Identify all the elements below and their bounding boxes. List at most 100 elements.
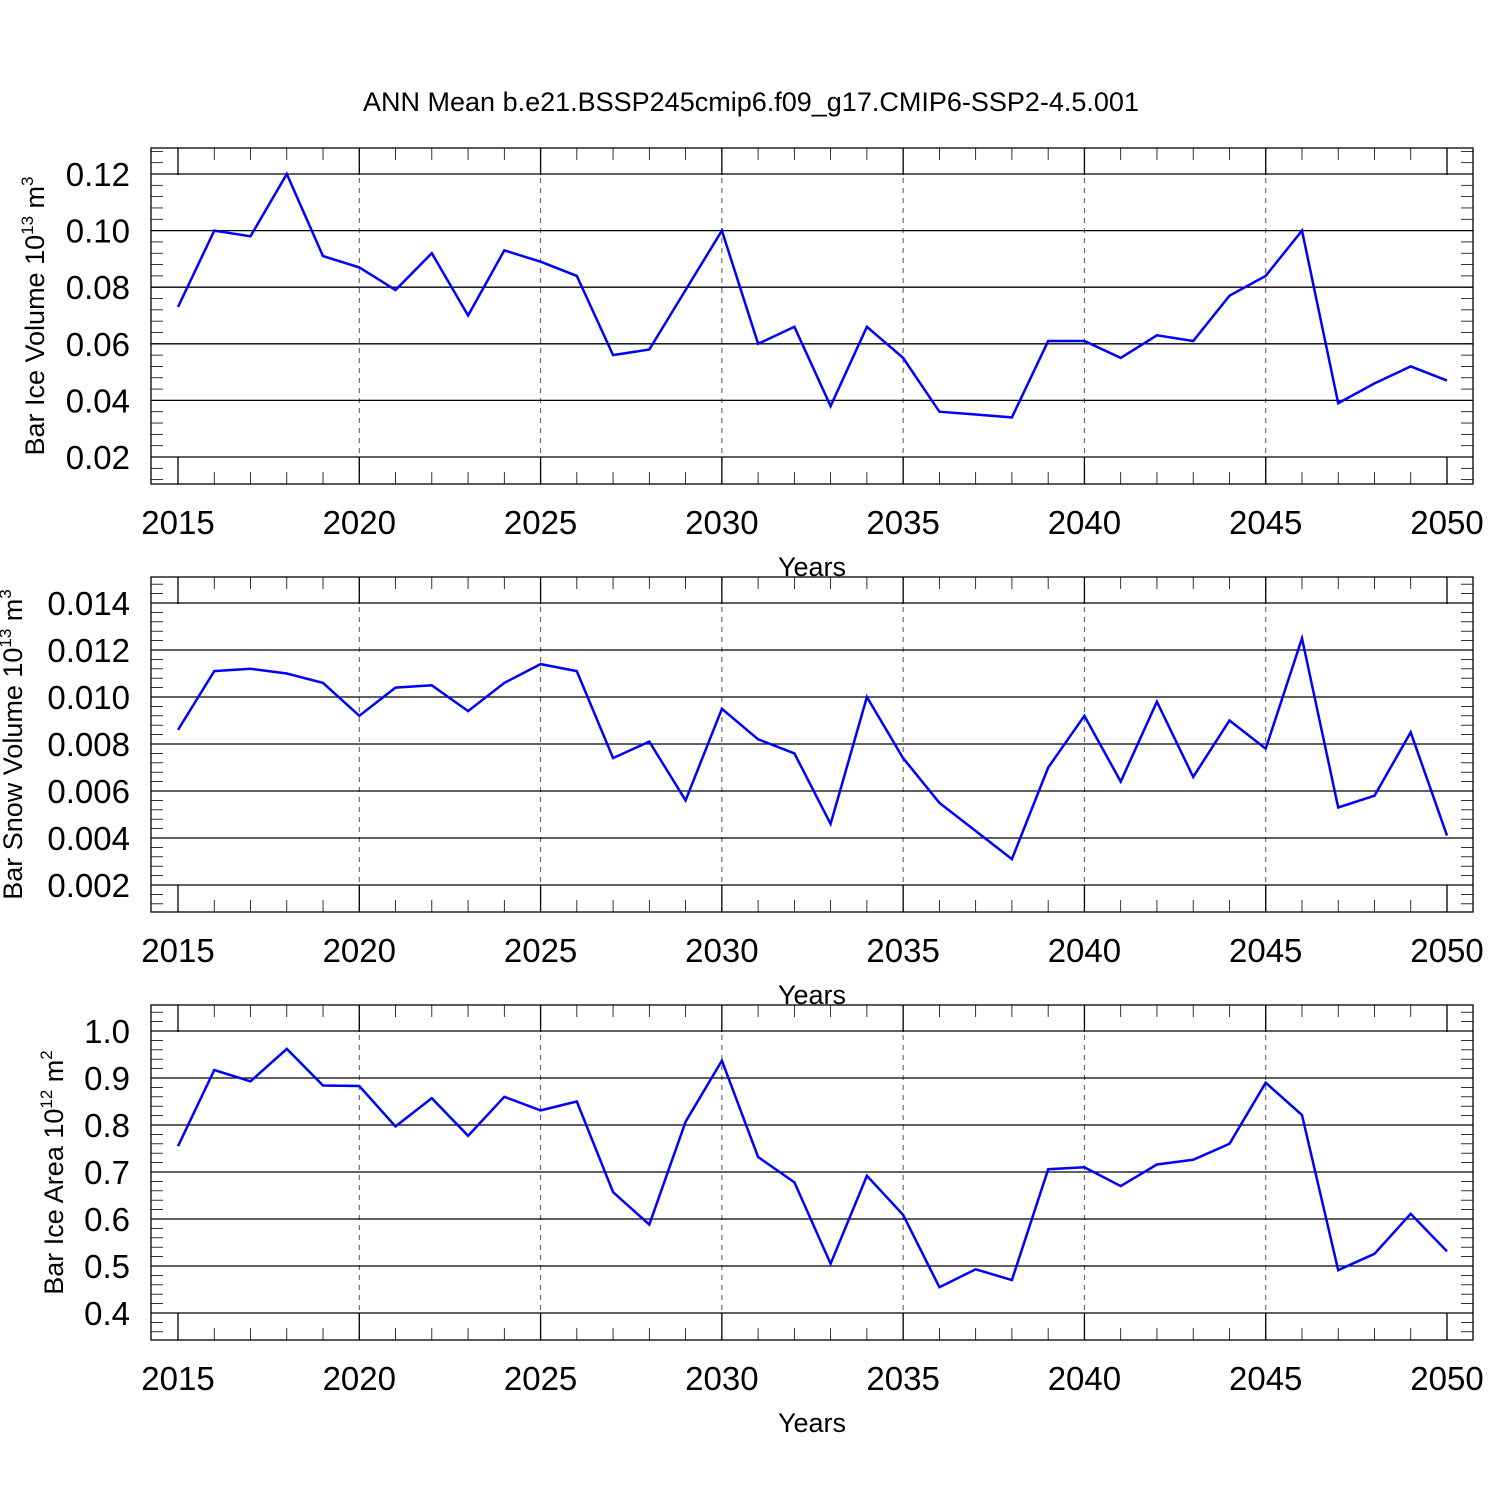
y-tick-label: 0.04 [66, 382, 130, 419]
data-point [212, 1068, 216, 1072]
data-point [1046, 1167, 1050, 1171]
x-tick-label: 2025 [504, 504, 577, 541]
y-tick-label: 0.9 [84, 1060, 130, 1097]
series-line [176, 633, 1449, 862]
data-point [1010, 857, 1014, 861]
x-tick-label: 2050 [1410, 504, 1483, 541]
data-point [1046, 339, 1050, 343]
x-tick-label: 2030 [685, 1360, 758, 1397]
data-point [1119, 1184, 1123, 1188]
data-point [502, 1095, 506, 1099]
data-point [1445, 1249, 1449, 1253]
x-tick-label: 2015 [141, 1360, 214, 1397]
data-point [756, 1155, 760, 1159]
data-point [1336, 1268, 1340, 1272]
chart-panel-1: 0.02 0.04 0.06 0.08 0.10 0.12 2015 2020 2025 2030… [18, 147, 1484, 582]
data-point [1264, 274, 1268, 278]
data-point [937, 1285, 941, 1289]
data-point [1409, 730, 1413, 734]
y-tick-label: 0.014 [47, 585, 130, 622]
y-tick-label: 0.004 [47, 820, 130, 857]
data-point [1227, 294, 1231, 298]
y-tick-label: 0.10 [66, 213, 130, 250]
chart-panel-3: 0.4 0.5 0.6 0.7 0.8 0.9 1.0 2015 2020 2025 2030 203… [37, 1004, 1484, 1438]
x-tick-label: 2040 [1048, 504, 1121, 541]
data-point [430, 251, 434, 255]
data-point [756, 342, 760, 346]
x-tick-label: 2020 [323, 1360, 396, 1397]
x-tick-label: 2020 [323, 932, 396, 969]
data-point [829, 404, 833, 408]
y-tick-label: 0.4 [84, 1295, 130, 1332]
data-point [1191, 1158, 1195, 1162]
data-point [1227, 719, 1231, 723]
data-point [1409, 1212, 1413, 1216]
x-tick-label: 2030 [685, 932, 758, 969]
data-point [937, 801, 941, 805]
data-point [1409, 364, 1413, 368]
data-point [539, 1108, 543, 1112]
data-point [321, 1084, 325, 1088]
data-point [285, 172, 289, 176]
y-tick-label: 0.002 [47, 867, 130, 904]
chart-title: ANN Mean b.e21.BSSP245cmip6.f09_g17.CMIP… [363, 87, 1139, 117]
data-point [792, 325, 796, 329]
data-point [249, 234, 253, 238]
data-point [249, 1079, 253, 1083]
data-point [430, 1096, 434, 1100]
data-point [466, 709, 470, 713]
x-tick-label: 2035 [866, 1360, 939, 1397]
x-tick-label: 2015 [141, 504, 214, 541]
data-point [1336, 805, 1340, 809]
data-point [1119, 780, 1123, 784]
series-line [176, 1047, 1448, 1289]
data-point [321, 254, 325, 258]
data-point [720, 229, 724, 233]
x-tick-label: 2025 [504, 1360, 577, 1397]
y-tick-label: 0.02 [66, 439, 130, 476]
x-tick-label: 2025 [504, 932, 577, 969]
data-point [575, 669, 579, 673]
y-axis-label: Bar Snow Volume 1013 m3 [0, 589, 28, 900]
data-point [611, 353, 615, 357]
data-point [394, 288, 398, 292]
data-point [792, 1180, 796, 1184]
data-point [1046, 766, 1050, 770]
y-tick-label: 0.6 [84, 1201, 130, 1238]
data-point [937, 410, 941, 414]
x-tick-label: 2015 [141, 932, 214, 969]
data-point [575, 1100, 579, 1104]
data-point [502, 681, 506, 685]
data-point [974, 829, 978, 833]
x-tick-label: 2050 [1410, 1360, 1483, 1397]
data-point [792, 751, 796, 755]
data-point [285, 1047, 289, 1051]
data-point [357, 714, 361, 718]
data-point [829, 1262, 833, 1266]
data-point [394, 1124, 398, 1128]
y-tick-label: 1.0 [84, 1013, 130, 1050]
data-point [466, 314, 470, 318]
data-point [756, 737, 760, 741]
x-tick-label: 2050 [1410, 932, 1483, 969]
data-point [829, 822, 833, 826]
data-point [647, 740, 651, 744]
y-tick-label: 0.008 [47, 726, 130, 763]
data-point [684, 1120, 688, 1124]
data-point [1119, 356, 1123, 360]
data-point [1191, 775, 1195, 779]
data-point [357, 265, 361, 269]
data-point [647, 347, 651, 351]
x-tick-label: 2035 [866, 504, 939, 541]
data-point [1155, 1162, 1159, 1166]
x-tick-label: 2030 [685, 504, 758, 541]
data-point [1336, 401, 1340, 405]
data-point [502, 248, 506, 252]
series-line [176, 171, 1448, 419]
data-point [285, 672, 289, 676]
data-point [1372, 794, 1376, 798]
data-point [1300, 1113, 1304, 1117]
data-point [684, 288, 688, 292]
data-point [539, 260, 543, 264]
